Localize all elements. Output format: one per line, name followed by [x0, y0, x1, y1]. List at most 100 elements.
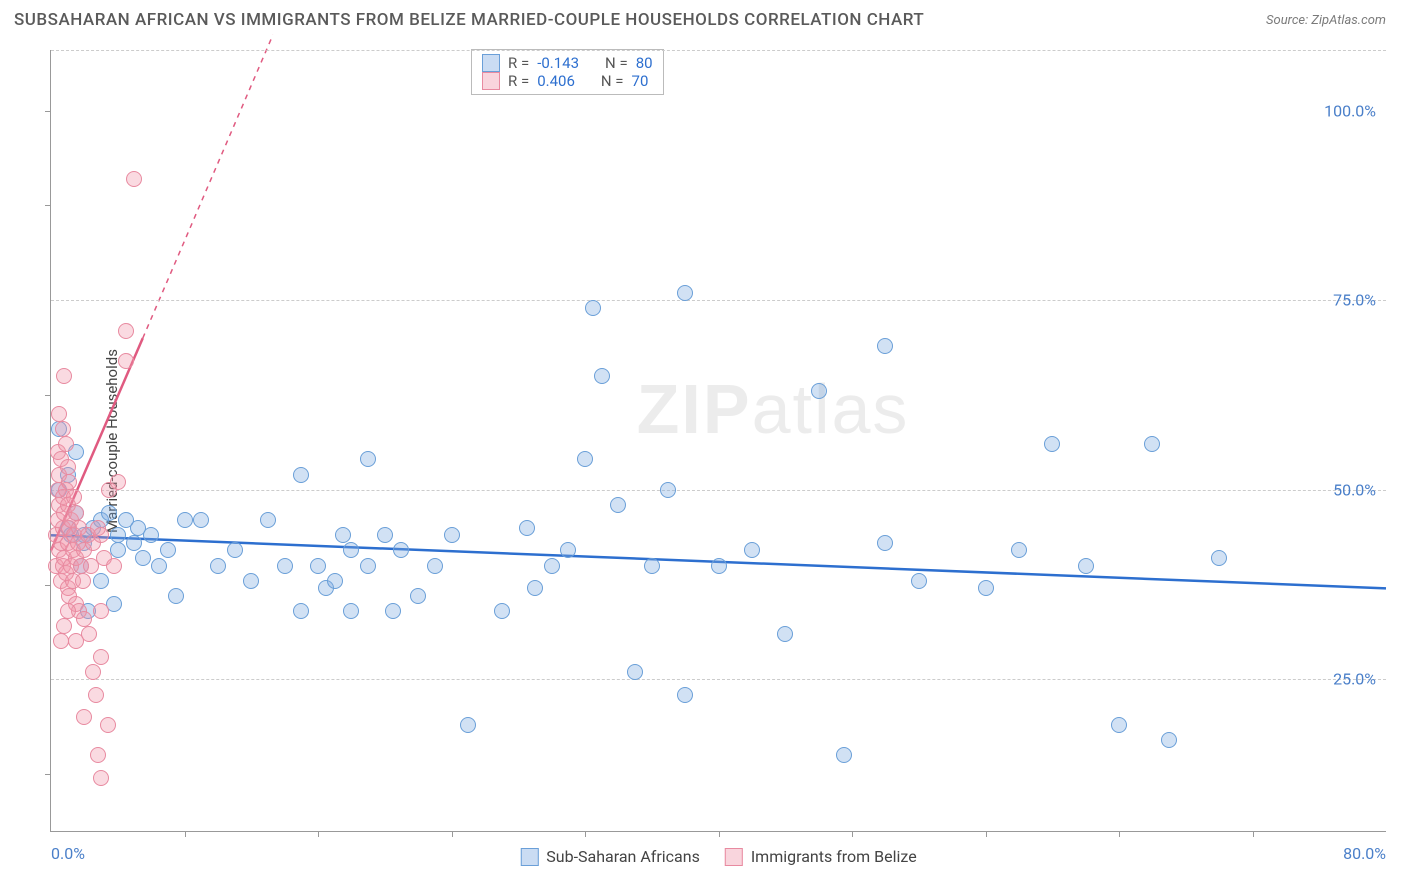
data-point — [101, 505, 117, 521]
data-point — [343, 542, 359, 558]
data-point — [1111, 717, 1127, 733]
data-point — [76, 709, 92, 725]
data-point — [911, 573, 927, 589]
data-point — [293, 467, 309, 483]
legend-swatch — [725, 848, 743, 866]
data-point — [777, 626, 793, 642]
y-tick-mark — [45, 774, 51, 775]
watermark: ZIPatlas — [637, 369, 910, 449]
data-point — [260, 512, 276, 528]
r-label: R = — [508, 54, 529, 72]
data-point — [88, 687, 104, 703]
data-point — [126, 535, 142, 551]
data-point — [410, 588, 426, 604]
legend-item: Immigrants from Belize — [725, 847, 917, 866]
data-point — [93, 770, 109, 786]
data-point — [227, 542, 243, 558]
data-point — [110, 474, 126, 490]
legend-swatch — [482, 72, 500, 90]
y-tick-label: 100.0% — [1324, 101, 1376, 120]
data-point — [60, 459, 76, 475]
n-label: N = — [605, 54, 628, 72]
data-point — [393, 542, 409, 558]
x-tick-mark — [852, 831, 853, 837]
data-point — [51, 406, 67, 422]
r-label: R = — [508, 72, 529, 90]
chart-title: SUBSAHARAN AFRICAN VS IMMIGRANTS FROM BE… — [14, 10, 924, 30]
data-point — [118, 353, 134, 369]
data-point — [53, 633, 69, 649]
data-point — [60, 603, 76, 619]
data-point — [85, 664, 101, 680]
chart-container: Married-couple Households ZIPatlas R =-0… — [50, 50, 1386, 832]
legend-stats: R =-0.143N =80R = 0.406 N =70 — [471, 49, 664, 95]
x-tick-mark — [185, 831, 186, 837]
data-point — [160, 542, 176, 558]
data-point — [627, 664, 643, 680]
y-tick-mark — [45, 585, 51, 586]
data-point — [90, 747, 106, 763]
legend-item: Sub-Saharan Africans — [520, 847, 700, 866]
data-point — [1078, 558, 1094, 574]
data-point — [126, 171, 142, 187]
n-value: 70 — [632, 72, 649, 90]
x-tick-mark — [986, 831, 987, 837]
data-point — [151, 558, 167, 574]
data-point — [1044, 436, 1060, 452]
legend-stat-row: R =0.406N =70 — [482, 72, 653, 90]
y-tick-label: 25.0% — [1333, 670, 1376, 689]
data-point — [193, 512, 209, 528]
gridline-h — [51, 490, 1386, 491]
data-point — [68, 505, 84, 521]
data-point — [594, 368, 610, 384]
trend-lines-layer — [51, 50, 1386, 831]
data-point — [744, 542, 760, 558]
data-point — [110, 527, 126, 543]
data-point — [610, 497, 626, 513]
data-point — [1161, 732, 1177, 748]
x-tick-mark — [719, 831, 720, 837]
y-tick-label: 50.0% — [1333, 480, 1376, 499]
data-point — [811, 383, 827, 399]
y-tick-mark — [45, 395, 51, 396]
legend-label: Immigrants from Belize — [751, 847, 917, 866]
gridline-h — [51, 300, 1386, 301]
data-point — [360, 558, 376, 574]
data-point — [135, 550, 151, 566]
data-point — [343, 603, 359, 619]
r-value: 0.406 — [537, 72, 575, 90]
data-point — [143, 527, 159, 543]
gridline-h — [51, 50, 1386, 51]
x-tick-label: 0.0% — [51, 844, 85, 863]
legend-swatch — [482, 54, 500, 72]
data-point — [1144, 436, 1160, 452]
data-point — [277, 558, 293, 574]
data-point — [66, 489, 82, 505]
legend-swatch — [520, 848, 538, 866]
legend-series: Sub-Saharan Africans Immigrants from Beli… — [520, 847, 916, 866]
data-point — [660, 482, 676, 498]
data-point — [585, 300, 601, 316]
x-tick-label: 80.0% — [1343, 844, 1386, 863]
data-point — [93, 527, 109, 543]
source-attribution: Source: ZipAtlas.com — [1266, 13, 1386, 28]
legend-stat-row: R =-0.143N =80 — [482, 54, 653, 72]
data-point — [577, 451, 593, 467]
gridline-h — [51, 679, 1386, 680]
legend-label: Sub-Saharan Africans — [546, 847, 700, 866]
data-point — [243, 573, 259, 589]
data-point — [56, 368, 72, 384]
data-point — [385, 603, 401, 619]
y-tick-mark — [45, 205, 51, 206]
data-point — [335, 527, 351, 543]
data-point — [106, 558, 122, 574]
plot-area: ZIPatlas R =-0.143N =80R =0.406N =70 Sub… — [50, 50, 1386, 832]
data-point — [460, 717, 476, 733]
data-point — [61, 474, 77, 490]
y-tick-label: 75.0% — [1333, 291, 1376, 310]
data-point — [377, 527, 393, 543]
data-point — [100, 717, 116, 733]
data-point — [76, 611, 92, 627]
data-point — [978, 580, 994, 596]
data-point — [1211, 550, 1227, 566]
